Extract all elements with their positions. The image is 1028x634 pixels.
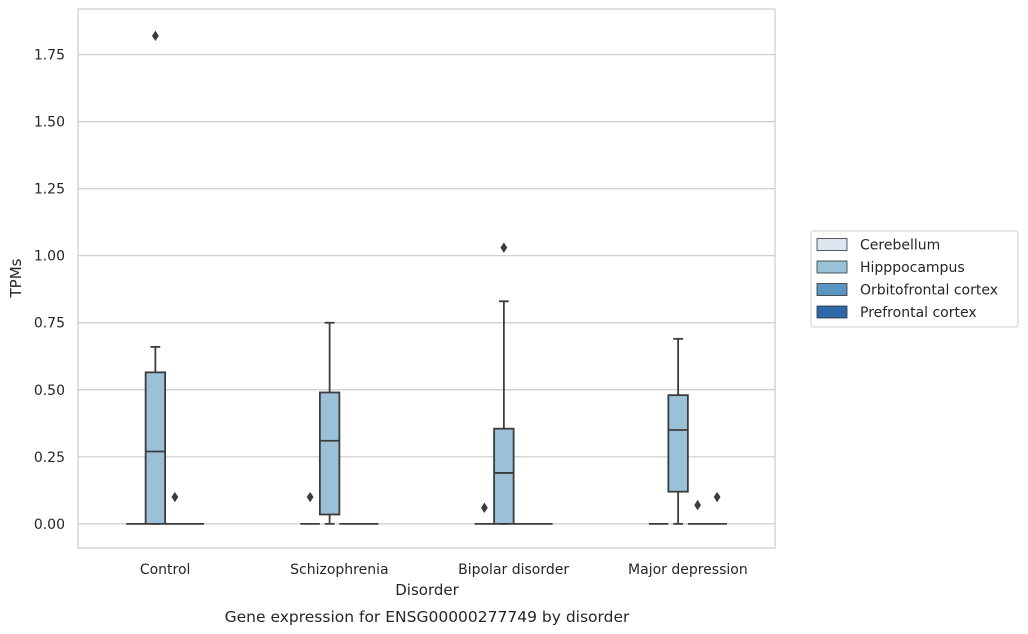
x-tick-label: Bipolar disorder [458,562,569,578]
legend-label: Prefrontal cortex [860,305,977,321]
legend-label: Orbitofrontal cortex [860,283,998,299]
legend: Cerebellum Hipppocampus Orbitofrontal cort… [810,230,1019,328]
y-axis-title: TPMs [7,258,25,298]
box-iqr [493,427,515,525]
box-series [126,30,727,525]
legend-swatch [816,260,848,274]
box-hipppocampus [144,30,167,525]
outlier-point [480,502,488,513]
outlier-point [713,491,721,503]
x-tick-label: Major depression [628,562,748,578]
outlier-point [151,30,159,42]
legend-swatch [816,283,848,296]
x-axis-title: Disorder [395,581,459,599]
legend-swatch [816,305,848,319]
y-tick-label: 1.00 [34,249,65,265]
gridlines [78,53,775,525]
box-hipppocampus [318,321,341,525]
y-tick-label: 1.25 [34,182,65,198]
y-tick-label: 0.75 [34,316,65,332]
y-axis-ticks: 0.00 0.25 0.50 0.75 1.00 1.25 1.50 1.75 [34,48,65,533]
y-tick-label: 1.75 [34,48,65,64]
legend-label: Hipppocampus [860,260,965,276]
y-tick-label: 1.50 [34,115,65,131]
y-tick-label: 0.25 [34,450,65,466]
y-tick-label: 0.00 [34,517,65,533]
box-orbitofrontal-cortex [165,491,185,525]
legend-swatch [816,238,848,251]
legend-item: Orbitofrontal cortex [816,283,998,299]
legend-frame [810,230,1019,328]
legend-label: Cerebellum [860,238,940,254]
outlier-point [500,242,508,253]
x-axis-ticks: Control Schizophrenia Bipolar disorder Majo… [140,562,748,578]
x-tick-label: Control [140,562,191,578]
legend-item: Hipppocampus [816,260,965,276]
y-tick-label: 0.50 [34,383,65,399]
box-iqr [667,394,689,493]
box-iqr [318,391,341,516]
box-hipppocampus [493,242,515,525]
box-iqr [144,371,167,525]
outlier-point [694,499,702,511]
box-hipppocampus [667,337,689,525]
legend-item: Prefrontal cortex [816,305,977,321]
legend-item: Cerebellum [816,238,940,254]
x-tick-label: Schizophrenia [290,562,388,578]
plot-area-frame [77,8,776,549]
box-orbitofrontal-cortex [687,499,708,525]
outlier-point [171,491,179,503]
outlier-point [306,491,314,503]
chart-caption: Gene expression for ENSG00000277749 by d… [225,608,630,626]
box-prefrontal-cortex [707,491,727,525]
